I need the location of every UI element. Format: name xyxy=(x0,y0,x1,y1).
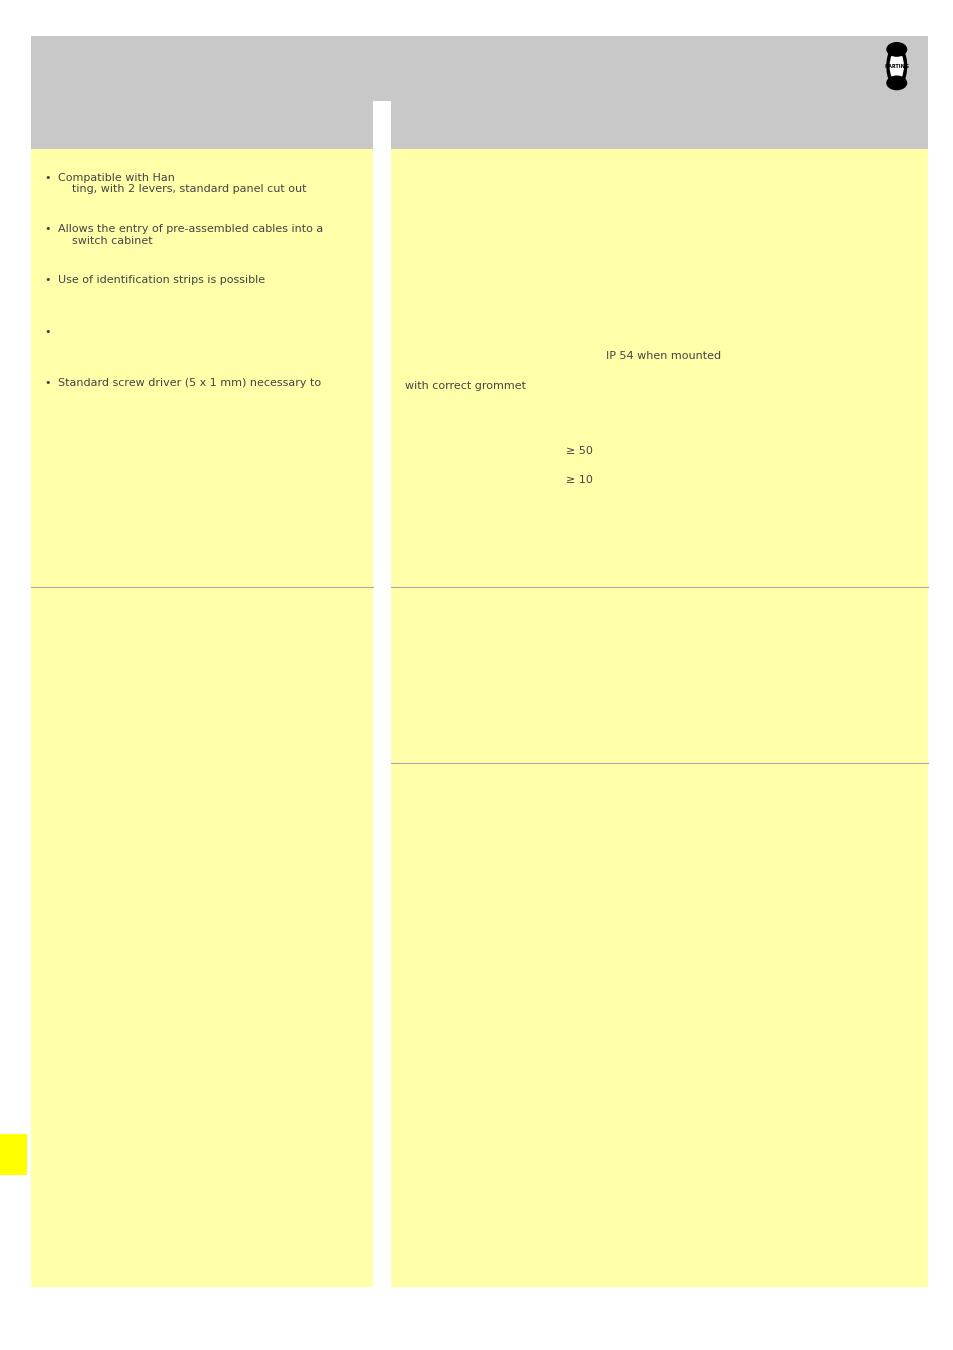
FancyBboxPatch shape xyxy=(31,123,373,1287)
Text: •: • xyxy=(44,224,51,234)
Text: Compatible with Han
    ting, with 2 levers, standard panel cut out: Compatible with Han ting, with 2 levers,… xyxy=(58,173,306,194)
FancyBboxPatch shape xyxy=(391,101,927,148)
Text: Use of identification strips is possible: Use of identification strips is possible xyxy=(58,275,265,285)
Ellipse shape xyxy=(885,45,906,88)
Text: •: • xyxy=(44,173,51,182)
Ellipse shape xyxy=(888,51,903,82)
Text: HARTING: HARTING xyxy=(883,63,908,69)
Ellipse shape xyxy=(885,42,906,57)
Text: •: • xyxy=(44,327,51,336)
Text: •: • xyxy=(44,378,51,387)
Text: ≥ 50: ≥ 50 xyxy=(565,446,592,455)
FancyBboxPatch shape xyxy=(0,1134,27,1174)
Text: Allows the entry of pre-assembled cables into a
    switch cabinet: Allows the entry of pre-assembled cables… xyxy=(58,224,323,246)
Text: •: • xyxy=(44,275,51,285)
Text: ≥ 10: ≥ 10 xyxy=(565,475,592,485)
Ellipse shape xyxy=(885,76,906,90)
Text: IP 54 when mounted: IP 54 when mounted xyxy=(605,351,720,360)
Text: with correct grommet: with correct grommet xyxy=(405,381,526,390)
FancyBboxPatch shape xyxy=(31,101,373,148)
FancyBboxPatch shape xyxy=(31,36,927,101)
FancyBboxPatch shape xyxy=(391,123,927,1287)
Text: Standard screw driver (5 x 1 mm) necessary to: Standard screw driver (5 x 1 mm) necessa… xyxy=(58,378,321,387)
